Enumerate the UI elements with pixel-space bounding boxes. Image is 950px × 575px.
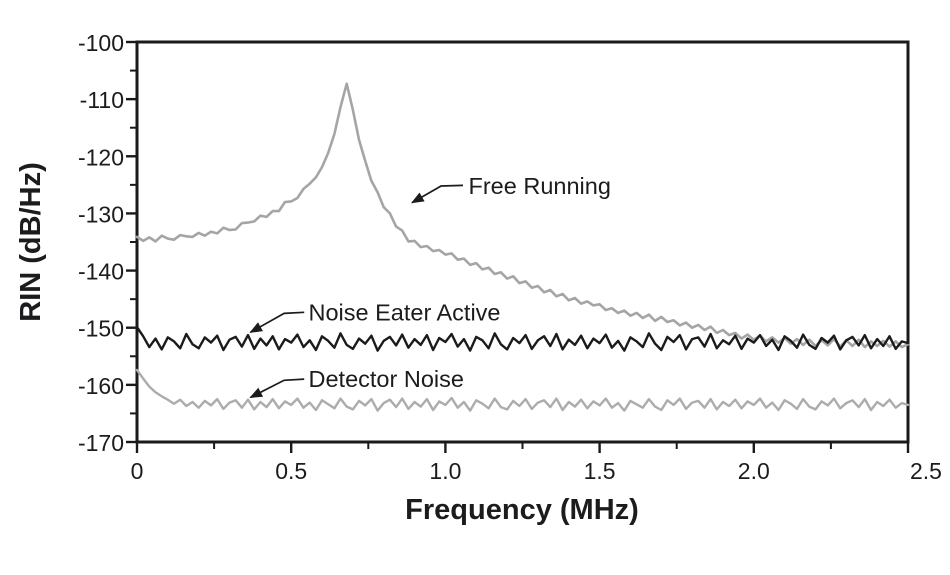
- x-axis-tick-label: 2.5: [910, 458, 942, 484]
- x-axis-title: Frequency (MHz): [405, 494, 639, 526]
- y-axis-tick-label: -120: [78, 144, 124, 170]
- x-axis-tick-label: 1.5: [584, 458, 616, 484]
- plot-generated-content: -100 -110 -120 -130 -140 -150 -160 -170 0 0.5 1.0 1…: [78, 30, 942, 484]
- y-axis-tick-label: -110: [80, 87, 124, 113]
- y-axis-tick-label: -130: [78, 201, 124, 227]
- annotation-arrow-noise-eater-active: [249, 311, 305, 334]
- annotation-label-detector-noise: Detector Noise: [309, 366, 464, 392]
- annotation-arrow-free-running: [410, 184, 464, 204]
- y-axis-title: RIN (dB/Hz): [15, 162, 47, 321]
- y-axis-tick-label: -160: [78, 373, 124, 399]
- plot-frame: [135, 40, 910, 444]
- series-noise-eater-active: [135, 325, 910, 352]
- annotation-label-free-running: Free Running: [469, 173, 611, 199]
- x-axis-tick-label: 0: [131, 458, 144, 484]
- annotation-label-noise-eater-active: Noise Eater Active: [309, 299, 501, 325]
- x-axis-tick-label: 2.0: [738, 458, 770, 484]
- y-axis-tick-label: -170: [78, 430, 124, 456]
- x-axis-tick-label: 0.5: [275, 458, 307, 484]
- y-axis-tick-label: -150: [78, 316, 124, 342]
- series-detector-noise: [135, 368, 910, 412]
- y-axis-tick-label: -100: [78, 30, 124, 56]
- annotation-arrow-detector-noise: [249, 378, 305, 399]
- x-axis-tick-label: 1.0: [429, 458, 461, 484]
- y-axis-tick-label: -140: [78, 259, 124, 285]
- series-free-running: [135, 82, 910, 349]
